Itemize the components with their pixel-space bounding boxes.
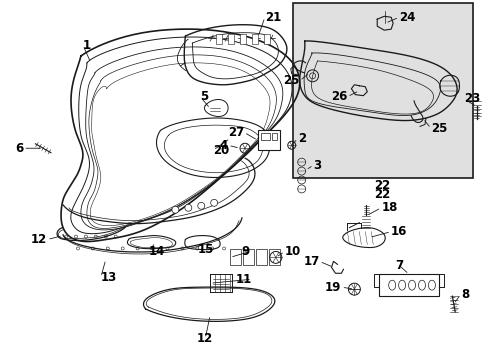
Text: 6: 6 [15,142,23,155]
Circle shape [197,202,204,209]
Text: 7: 7 [394,259,402,272]
Ellipse shape [408,280,415,290]
Text: 18: 18 [381,201,397,214]
Text: 5: 5 [200,90,208,103]
Bar [230,249,241,265]
Text: 4: 4 [220,139,227,152]
Circle shape [172,206,179,213]
Text: 22: 22 [373,188,389,201]
Text: 19: 19 [325,281,341,294]
Bar [243,249,253,265]
Text: 10: 10 [284,245,301,258]
Bar [271,133,276,140]
Ellipse shape [427,280,434,290]
Text: 3: 3 [313,159,321,172]
Text: 27: 27 [227,126,244,139]
Ellipse shape [418,280,425,290]
Bar [240,34,245,44]
Ellipse shape [388,280,395,290]
Text: 11: 11 [235,273,251,286]
Text: 23: 23 [463,92,479,105]
Text: 13: 13 [101,271,117,284]
Bar [292,3,472,178]
Bar [268,249,279,265]
Bar [257,130,279,150]
Text: 24: 24 [398,11,415,24]
Circle shape [184,204,191,211]
Text: 20: 20 [213,144,229,157]
Text: 17: 17 [303,255,319,268]
Text: 16: 16 [390,225,407,238]
Bar [216,34,222,44]
Text: 14: 14 [148,245,164,258]
Text: 1: 1 [83,39,91,51]
Bar [261,133,269,140]
Bar [255,249,266,265]
Text: 25: 25 [430,122,447,135]
Text: 2: 2 [297,132,305,145]
Text: 25: 25 [283,74,299,87]
Bar [251,34,257,44]
Text: 15: 15 [197,243,213,256]
Bar [379,274,438,296]
Circle shape [210,199,217,206]
Bar [264,34,269,44]
Text: 8: 8 [460,288,468,301]
Text: 26: 26 [330,90,346,103]
Text: 9: 9 [241,245,249,258]
Bar [227,34,234,44]
Text: 22: 22 [373,179,389,193]
Text: 21: 21 [264,11,281,24]
Text: 12: 12 [31,233,47,246]
Text: 12: 12 [197,332,213,345]
Ellipse shape [398,280,405,290]
